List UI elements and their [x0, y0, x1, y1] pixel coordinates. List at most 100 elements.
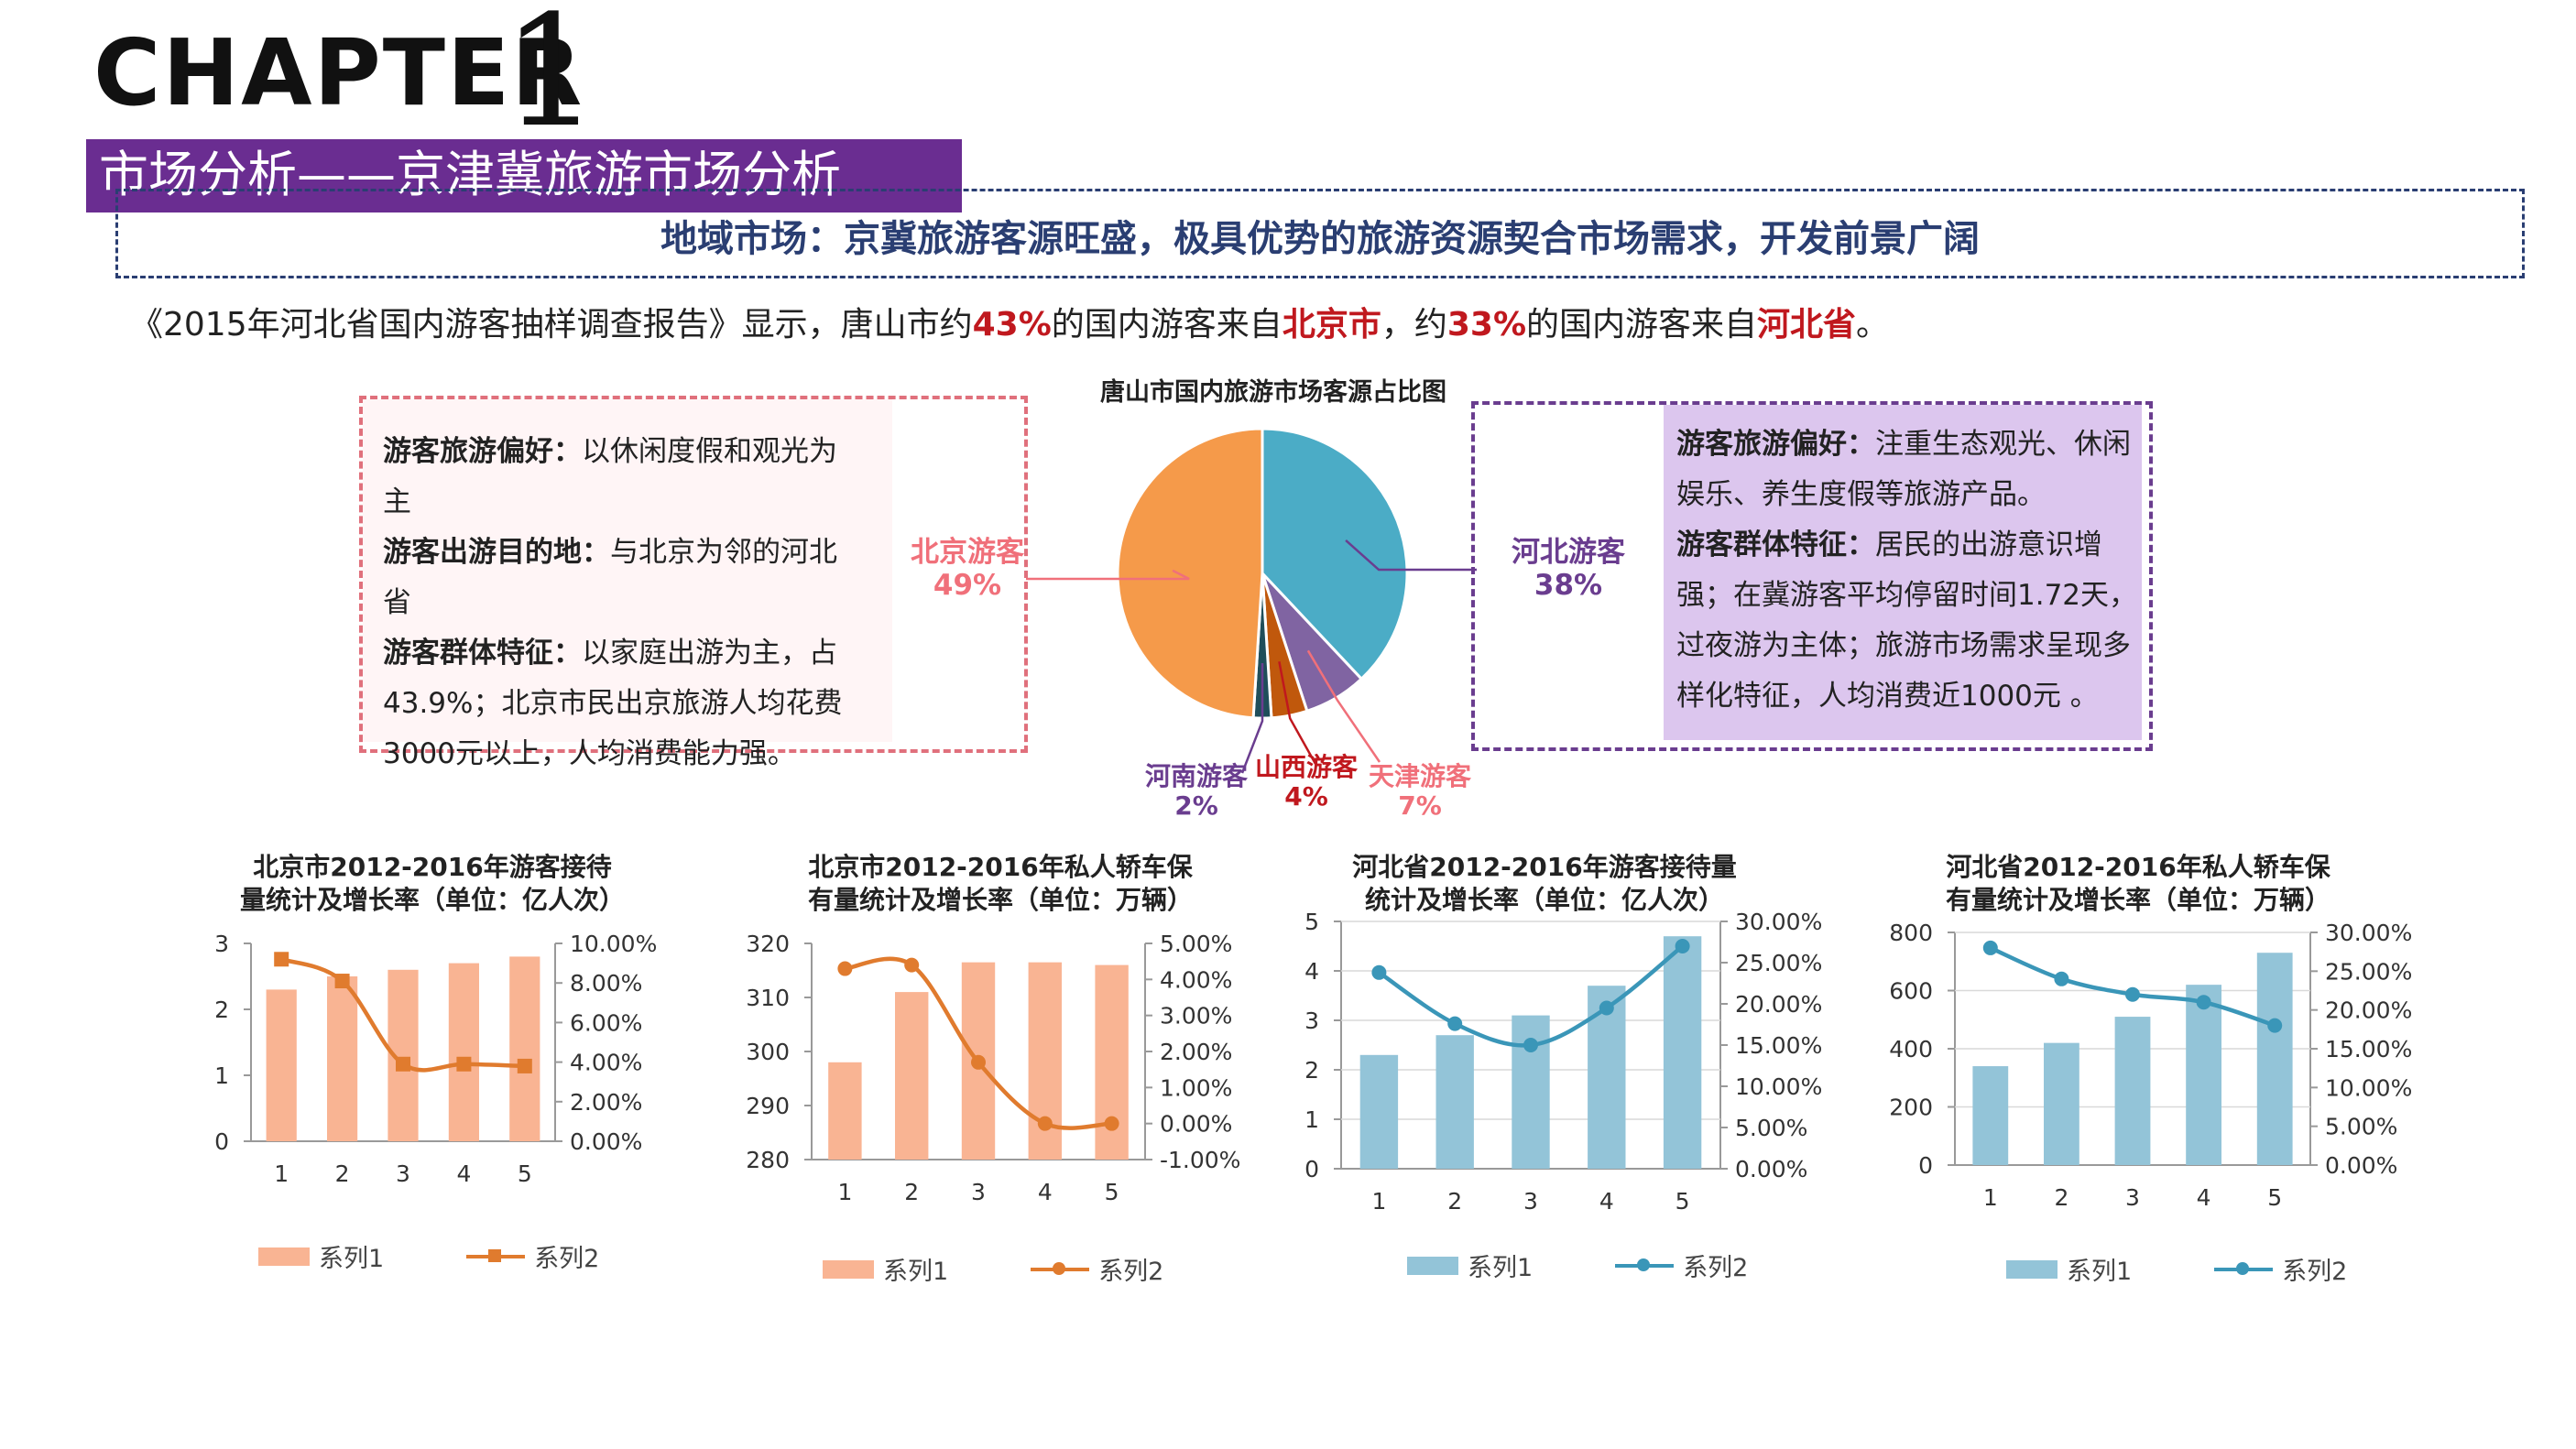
chart1-legend: 系列1 系列2: [258, 1238, 599, 1274]
series2-point-2: [2054, 971, 2069, 986]
beijing-panel-fill: [363, 399, 892, 742]
x-tick-label: 1: [274, 1160, 289, 1187]
beijing-panel-border: [359, 396, 1028, 753]
y-right-tick-label: 4.00%: [570, 1050, 642, 1076]
combo-chart-title: 北京市2012-2016年游客接待量统计及增长率（单位：亿人次）: [240, 852, 625, 915]
x-tick-label: 5: [518, 1160, 532, 1187]
y-right-tick-label: 15.00%: [2325, 1036, 2412, 1062]
chart4-legend-series1: 系列1: [2006, 1251, 2132, 1287]
bar-1: [266, 989, 297, 1141]
y-right-tick-label: 4.00%: [1160, 966, 1232, 993]
y-right-tick-label: 10.00%: [1735, 1073, 1822, 1100]
y-right-tick-label: 6.00%: [570, 1009, 642, 1036]
x-tick-label: 3: [1523, 1188, 1538, 1215]
legend-label: 系列1: [2067, 1258, 2133, 1286]
x-tick-label: 3: [396, 1160, 410, 1187]
combo-chart-title: 河北省2012-2016年游客接待量统计及增长率（单位：亿人次）: [1352, 852, 1736, 915]
y-left-tick-label: 290: [746, 1093, 790, 1119]
y-left-tick-label: 0: [1304, 1156, 1319, 1182]
chart2-legend: 系列1 系列2: [823, 1251, 1163, 1287]
y-right-tick-label: 25.00%: [1735, 950, 1822, 976]
series2-point-1: [1982, 940, 1998, 955]
y-right-tick-label: 5.00%: [1735, 1115, 1807, 1141]
hebei-panel-text: 游客旅游偏好：注重生态观光、休闲娱乐、养生度假等旅游产品。 游客群体特征：居民的…: [1676, 419, 2153, 722]
y-right-tick-label: 1.00%: [1160, 1074, 1232, 1101]
bar-2: [895, 992, 929, 1160]
y-right-tick-label: 5.00%: [2325, 1114, 2397, 1140]
y-right-tick-label: 3.00%: [1160, 1003, 1232, 1030]
pie-label-beijing-value: 49%: [933, 568, 1002, 602]
series2-point-5: [2267, 1018, 2283, 1033]
pie-slice-0: [1116, 427, 1264, 720]
y-left-tick-label: 3: [1304, 1008, 1319, 1034]
combo-chart-title: 北京市2012-2016年私人轿车保有量统计及增长率（单位：万辆）: [808, 852, 1194, 915]
report-pct1: 43%: [972, 306, 1052, 343]
series2-point-2: [1447, 1016, 1463, 1031]
beijing-pref: 游客旅游偏好：以休闲度假和观光为主: [383, 427, 859, 528]
x-tick-label: 1: [1983, 1184, 1998, 1211]
pie-label-henan-value: 2%: [1174, 790, 1218, 822]
y-left-tick-label: 0: [1918, 1152, 1933, 1179]
combo-chart-1: 北京市2012-2016年游客接待量统计及增长率（单位：亿人次） 0 1 2 3 0.00…: [214, 852, 657, 1187]
hebei-pref-label: 游客旅游偏好：: [1676, 428, 1875, 461]
beijing-dest: 游客出游目的地：与北京为邻的河北省: [383, 528, 859, 628]
pie-label-tianjin-value: 7%: [1398, 790, 1442, 822]
series2-point-3: [396, 1056, 410, 1072]
legend-label: 系列1: [883, 1258, 949, 1286]
chart4-legend-series2: 系列2: [2214, 1251, 2347, 1287]
bar-1: [1972, 1066, 2009, 1165]
y-left-tick-label: 280: [746, 1147, 790, 1173]
legend-label: 系列2: [1098, 1258, 1164, 1286]
y-right-tick-label: 15.00%: [1735, 1032, 1822, 1059]
y-left-tick-label: 600: [1889, 978, 1933, 1005]
report-part4: 的国内游客来自: [1526, 306, 1758, 343]
hebei-panel-fill: [1664, 405, 2142, 740]
series2-point-4: [1599, 1000, 1614, 1016]
x-tick-label: 2: [904, 1179, 919, 1205]
pie-label-henan-name: 河南游客: [1144, 761, 1248, 791]
chart3-legend-series2: 系列2: [1615, 1247, 1748, 1283]
report-part1: 《2015年河北省国内游客抽样调查报告》显示，唐山市约: [130, 306, 973, 343]
y-left-tick-label: 200: [1889, 1095, 1933, 1121]
bar-2: [1435, 1035, 1474, 1169]
bar-5: [509, 956, 540, 1141]
y-left-tick-label: 400: [1889, 1036, 1933, 1062]
series2-point-3: [1523, 1038, 1538, 1052]
y-left-tick-label: 310: [746, 985, 790, 1011]
y-right-tick-label: 0.00%: [2325, 1152, 2397, 1179]
bar-5: [1663, 936, 1702, 1169]
chart4-legend: 系列1 系列2: [2006, 1251, 2347, 1287]
legend-label: 系列2: [1683, 1254, 1749, 1282]
y-left-tick-label: 320: [746, 931, 790, 957]
pie-chart-title: 唐山市国内旅游市场客源占比图: [1100, 378, 1446, 407]
series2-point-5: [517, 1058, 532, 1073]
pie-label-shanxi: 山西游客 4%: [1233, 752, 1380, 812]
hebei-pref: 游客旅游偏好：注重生态观光、休闲娱乐、养生度假等旅游产品。: [1676, 419, 2153, 520]
pie-leader-3: [1278, 660, 1317, 765]
x-tick-label: 4: [1599, 1188, 1614, 1215]
report-part5: 。: [1856, 306, 1890, 343]
pie-label-beijing: 北京游客 49%: [885, 536, 1050, 602]
beijing-pref-text: 以休闲度假和观光为主: [383, 435, 837, 518]
chart2-legend-series2: 系列2: [1031, 1251, 1163, 1287]
chart1-legend-series1: 系列1: [258, 1238, 384, 1274]
series2-point-4: [1037, 1116, 1053, 1131]
x-tick-label: 3: [2125, 1184, 2140, 1211]
x-tick-label: 1: [837, 1179, 852, 1205]
pie-label-tianjin-name: 天津游客: [1368, 761, 1471, 791]
combo-chart-title: 河北省2012-2016年私人轿车保有量统计及增长率（单位：万辆）: [1946, 852, 2331, 915]
series2-point-4: [2196, 995, 2211, 1010]
x-tick-label: 4: [2197, 1184, 2211, 1211]
y-right-tick-label: 5.00%: [1160, 931, 1232, 957]
series2-point-5: [1675, 939, 1690, 953]
x-tick-label: 5: [1675, 1188, 1690, 1215]
chapter-word: CHAPTER: [93, 19, 584, 126]
y-right-tick-label: 30.00%: [2325, 920, 2412, 946]
pie-leader-0: [1026, 569, 1190, 581]
bar-1: [1359, 1054, 1399, 1169]
pie-leader-1: [1345, 539, 1477, 572]
report-place1: 北京市: [1282, 306, 1381, 343]
beijing-panel-text: 游客旅游偏好：以休闲度假和观光为主 游客出游目的地：与北京为邻的河北省 游客群体…: [383, 427, 859, 779]
bar-2: [2044, 1042, 2079, 1165]
